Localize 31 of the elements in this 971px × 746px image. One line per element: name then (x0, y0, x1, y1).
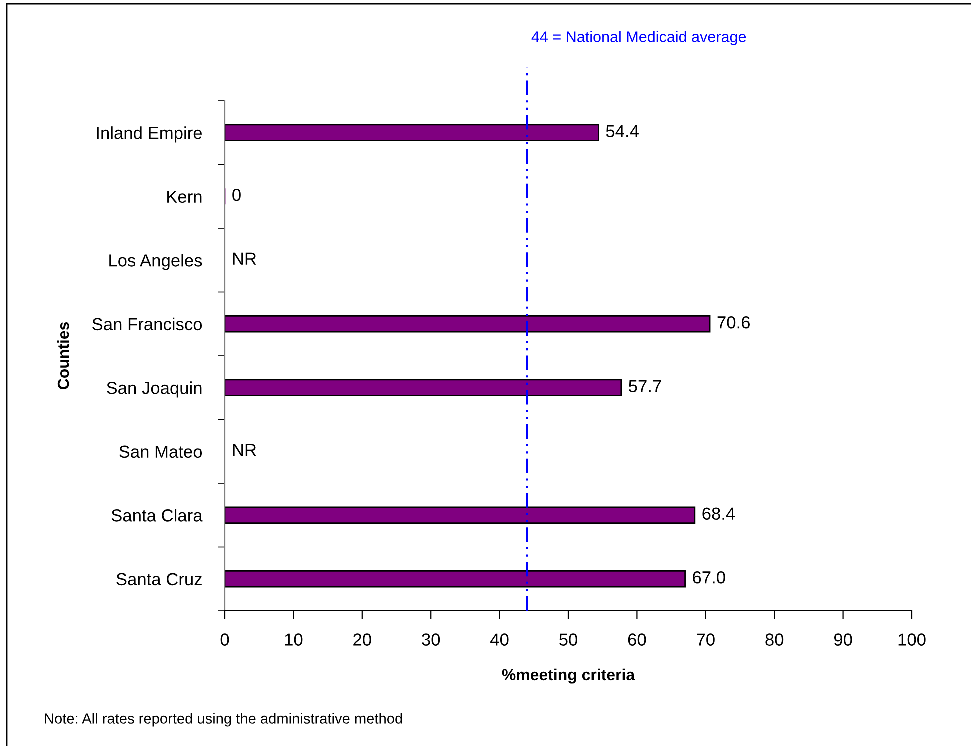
x-tick-label: 20 (354, 634, 372, 646)
data-label: 67.0 (693, 571, 726, 584)
text: Note: All rates reported using the administrative method (45, 713, 402, 727)
y-tick-label: Inland Empire (97, 126, 202, 143)
x-tick-label: 40 (490, 634, 509, 646)
x-tick-label: 90 (834, 634, 852, 646)
x-tick-label: 70 (697, 634, 715, 646)
data-label: 68.4 (702, 508, 736, 520)
text: NR (233, 444, 256, 456)
y-tick-label: San Francisco (92, 318, 202, 331)
x-tick-label: 50 (560, 634, 578, 646)
x-tick-label: 30 (422, 634, 440, 646)
y-tick-label: San Joaquin (107, 382, 202, 398)
text: NR (233, 252, 256, 265)
x-tick-label: 60 (628, 634, 646, 646)
ref-line-label: 44 = National Medicaid average (532, 31, 746, 46)
y-tick-label: Santa Clara (112, 509, 203, 522)
data-label: 57.7 (629, 380, 662, 393)
y-axis-title: Counties (57, 322, 70, 390)
x-axis-title: %meeting criteria (502, 668, 636, 684)
y-tick-label: Los Angeles (110, 254, 202, 270)
x-tick-label: 80 (766, 634, 784, 646)
data-label: 70.6 (718, 316, 750, 329)
x-tick-label: 100 (898, 634, 926, 646)
x-tick-label: 10 (285, 634, 303, 646)
y-tick-label: Santa Cruz (116, 573, 202, 586)
y-tick-label: San Mateo (120, 446, 202, 458)
data-label: 0 (232, 188, 241, 202)
y-tick-label: Kern (168, 190, 202, 204)
x-tick-label: 0 (220, 634, 230, 646)
data-label: 54.4 (606, 125, 639, 138)
